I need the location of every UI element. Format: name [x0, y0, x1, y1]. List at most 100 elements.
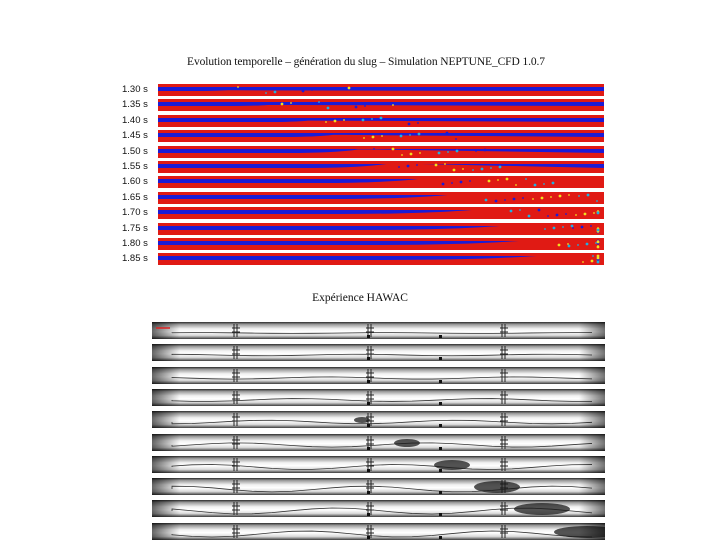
interface-droplet — [444, 163, 446, 165]
void-fraction-strip — [158, 161, 604, 173]
interface-droplet — [568, 193, 570, 196]
interface-droplet — [354, 105, 358, 109]
void-fraction-strip — [158, 145, 604, 158]
marker — [367, 357, 370, 361]
sim-frame: 1.55 s — [108, 160, 608, 174]
interface-droplet — [455, 149, 459, 152]
interface-droplet — [399, 134, 403, 138]
measurement-mark — [232, 480, 240, 494]
interface-droplet — [497, 179, 499, 182]
interface-droplet — [583, 212, 587, 216]
interface-droplet — [527, 214, 531, 218]
measurement-mark — [366, 390, 374, 404]
interface-droplet — [597, 243, 599, 245]
interface-droplet — [409, 152, 413, 155]
slug-blob — [354, 417, 370, 424]
time-label: 1.65 s — [122, 191, 148, 203]
marker — [439, 446, 442, 450]
interface-droplet — [459, 180, 463, 184]
interface-droplet — [586, 193, 590, 197]
void-fraction-strip — [158, 253, 604, 266]
interface-droplet — [472, 169, 474, 171]
marker — [439, 401, 442, 405]
interface-droplet — [551, 181, 555, 185]
sim-frame: 1.40 s — [108, 114, 608, 128]
marker — [439, 491, 442, 495]
interface-droplet — [416, 164, 418, 166]
sim-frame: 1.80 s — [108, 237, 608, 251]
measurement-mark — [366, 502, 374, 516]
time-label: 1.55 s — [122, 161, 148, 172]
experiment-frame — [152, 322, 605, 339]
experiment-photo-panel — [152, 318, 606, 540]
interface-droplet — [498, 165, 502, 169]
interface-droplet — [480, 167, 484, 171]
measurement-mark — [232, 457, 240, 471]
interface-droplet — [570, 224, 574, 227]
interface-droplet — [555, 213, 559, 217]
interface-droplet — [379, 116, 383, 120]
slug-blob — [394, 438, 420, 447]
sim-frame: 1.35 s — [108, 98, 608, 112]
interface-droplet — [540, 196, 544, 200]
measurement-mark — [366, 457, 374, 471]
interface-droplet — [533, 183, 537, 187]
interface-droplet — [494, 199, 498, 203]
interface-droplet — [596, 228, 600, 231]
time-label: 1.50 s — [122, 145, 148, 157]
interface-droplet — [325, 120, 327, 123]
sim-frame: 1.60 s — [108, 175, 608, 189]
measurement-mark — [232, 390, 240, 404]
void-fraction-strip — [158, 238, 604, 250]
interface-droplet — [577, 244, 579, 246]
marker — [367, 468, 370, 472]
interface-droplet — [290, 102, 292, 105]
interface-droplet — [578, 194, 580, 197]
interface-droplet — [572, 226, 574, 229]
sim-frame: 1.65 s — [108, 191, 608, 205]
interface-droplet — [265, 92, 267, 94]
measurement-mark — [500, 390, 508, 404]
interface-droplet — [452, 168, 456, 172]
slug-blob — [434, 459, 470, 470]
interface-droplet — [512, 197, 516, 201]
time-label: 1.35 s — [122, 99, 148, 111]
interface-droplet — [504, 198, 506, 201]
marker — [367, 446, 370, 450]
liquid-slug-front — [268, 120, 604, 127]
simulation-panel: 1.30 s 1.35 s 1.40 s 1.45 s 1.50 s 1.55 s 1.60… — [108, 82, 608, 278]
time-label: 1.60 s — [122, 176, 148, 188]
interface-droplet — [237, 86, 239, 88]
interface-droplet — [326, 106, 330, 110]
interface-droplet — [567, 244, 571, 248]
measurement-mark — [366, 324, 374, 337]
marker — [439, 357, 442, 361]
interface-line — [171, 530, 593, 538]
time-label: 1.85 s — [122, 253, 148, 265]
liquid-slug-front — [298, 163, 604, 173]
interface-droplet — [558, 194, 562, 198]
interface-droplet — [371, 135, 375, 139]
void-fraction-strip — [158, 130, 604, 143]
interface-droplet — [596, 199, 598, 202]
interface-droplet — [441, 182, 445, 186]
interface-droplet — [333, 119, 337, 123]
interface-droplet — [490, 167, 492, 169]
interface-line — [171, 420, 593, 425]
interface-droplet — [343, 118, 345, 121]
interface-droplet — [596, 256, 600, 260]
measurement-mark — [232, 346, 240, 360]
measurement-mark — [366, 435, 374, 449]
interface-droplet — [557, 243, 561, 247]
experiment-frame — [152, 411, 605, 429]
interface-droplet — [484, 198, 488, 202]
interface-droplet — [522, 196, 524, 199]
interface-line — [171, 332, 593, 334]
interface-droplet — [515, 184, 517, 187]
interface-droplet — [596, 211, 600, 215]
interface-droplet — [597, 259, 599, 262]
measurement-mark — [500, 457, 508, 471]
interface-droplet — [361, 118, 365, 122]
liquid-slug-front — [228, 105, 604, 112]
liquid-slug-front — [328, 191, 604, 204]
